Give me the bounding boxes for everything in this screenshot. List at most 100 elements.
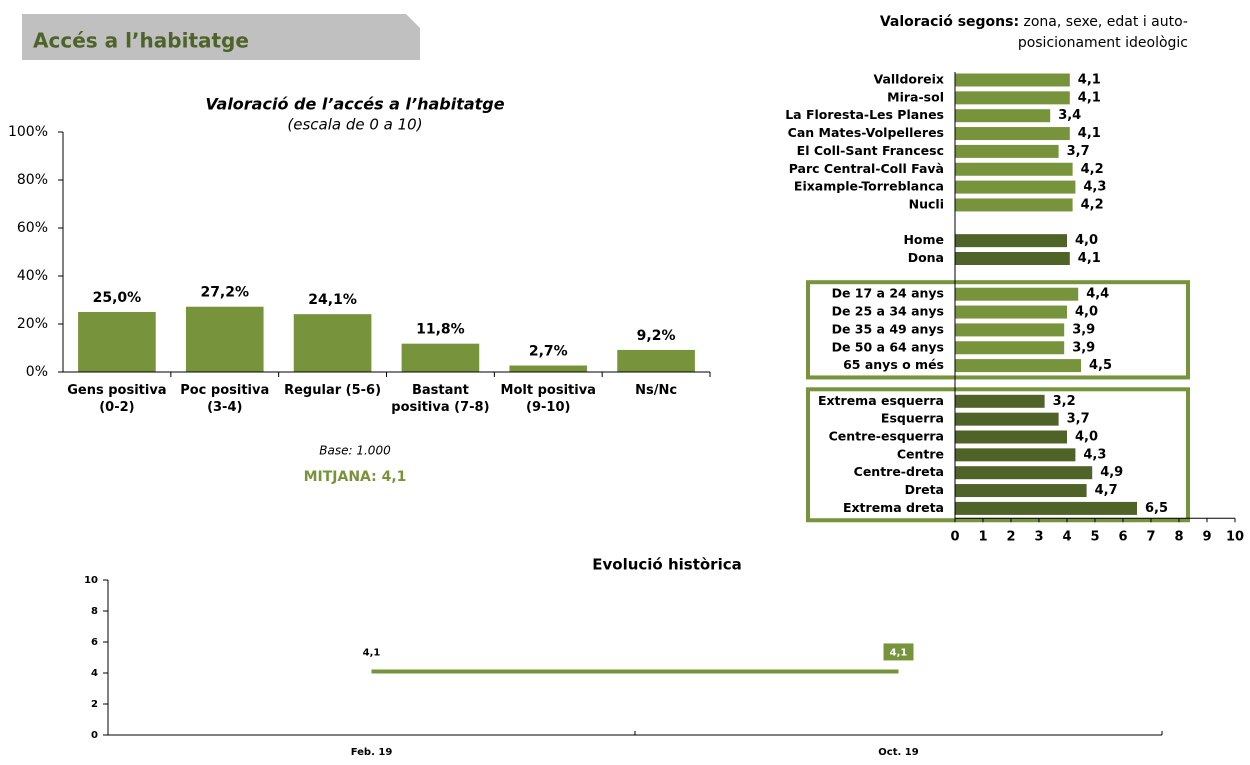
value-label: 3,4 — [1058, 108, 1081, 123]
x-tick-label: 7 — [1146, 530, 1155, 545]
chart-title: Evolució històrica — [592, 556, 742, 574]
value-label: 4,2 — [1081, 162, 1104, 177]
category-label: El Coll-Sant Francesc — [797, 143, 944, 158]
subtitle: zona, sexe, edat i auto-posicionament id… — [1017, 14, 1188, 51]
bar — [955, 162, 1073, 176]
x-tick-label: 4 — [1062, 530, 1071, 545]
bar — [955, 180, 1076, 194]
value-label-box — [883, 643, 914, 661]
x-tick-label: Ns/Nc — [635, 383, 678, 398]
note: MITJANA: 4,1 — [304, 469, 407, 485]
group-frame — [806, 387, 1190, 523]
value-label: 3,2 — [1053, 394, 1076, 409]
bar — [955, 144, 1059, 158]
y-tick-label: 40% — [17, 268, 48, 284]
title: Valoració segons: — [879, 14, 1020, 30]
x-tick-label: 3 — [1034, 530, 1043, 545]
value-label: 4,3 — [1083, 447, 1106, 462]
value-label: 4,1 — [1078, 126, 1101, 141]
value-label: 2,7% — [529, 344, 568, 360]
x-tick-label: 8 — [1174, 530, 1183, 545]
right-chart-title: Valoració segons: zona, sexe, edat i aut… — [788, 12, 1188, 54]
category-label: Esquerra — [881, 411, 944, 426]
category-label: Dona — [908, 250, 944, 265]
value-label: 27,2% — [200, 285, 249, 301]
y-tick-label: 2 — [91, 699, 98, 710]
value-label: 4,1 — [1078, 73, 1101, 88]
x-tick-label: Molt positiva (9-10) — [500, 383, 596, 415]
value-label: 3,9 — [1072, 322, 1095, 337]
value-label: 11,8% — [416, 322, 465, 338]
y-tick-label: 0% — [26, 364, 48, 380]
x-tick-label: 10 — [1226, 530, 1244, 545]
category-label: Extrema dreta — [843, 500, 944, 515]
bar — [78, 312, 156, 372]
value-label: 4,1 — [1078, 251, 1101, 266]
bar — [293, 314, 372, 372]
value-label: 4,1 — [890, 647, 908, 658]
bar — [185, 306, 264, 372]
category-label: Can Mates-Volpelleres — [788, 125, 944, 140]
value-label: 3,7 — [1067, 412, 1090, 427]
bar — [401, 343, 480, 372]
y-tick-label: 4 — [91, 668, 98, 679]
x-tick-label: Gens positiva (0-2) — [67, 383, 167, 415]
bar — [955, 484, 1087, 498]
value-label: 9,2% — [637, 328, 676, 344]
x-tick-label: Bastant positiva (7-8) — [391, 383, 490, 415]
bar — [955, 448, 1076, 462]
x-tick-label: 5 — [1090, 530, 1099, 545]
bar — [955, 359, 1081, 373]
value-label: 4,1 — [363, 647, 381, 658]
group-frame — [806, 280, 1190, 380]
category-label: La Floresta-Les Planes — [785, 107, 944, 122]
value-label: 4,3 — [1083, 180, 1106, 195]
category-label: Home — [903, 232, 944, 247]
value-label: 3,7 — [1067, 144, 1090, 159]
category-label: Valldoreix — [873, 72, 944, 87]
bar — [955, 198, 1073, 212]
category-label: Mira-sol — [887, 89, 944, 104]
category-label: De 50 a 64 anys — [832, 339, 944, 354]
bar — [955, 466, 1093, 480]
bar — [955, 109, 1051, 123]
note: Base: 1.000 — [319, 444, 391, 458]
value-label: 4,2 — [1081, 197, 1104, 212]
value-label: 4,7 — [1095, 483, 1118, 498]
value-label: 4,5 — [1089, 358, 1112, 373]
x-tick-label: Feb. 19 — [351, 747, 393, 758]
category-label: Eixample-Torreblanca — [794, 179, 944, 194]
category-label: Dreta — [905, 482, 944, 497]
x-tick-label: Regular (5-6) — [284, 383, 382, 398]
category-label: Extrema esquerra — [818, 393, 944, 408]
value-label: 4,0 — [1075, 430, 1098, 445]
category-label: Parc Central-Coll Favà — [789, 161, 944, 176]
value-label: 4,0 — [1075, 305, 1098, 320]
x-tick-label: 0 — [950, 530, 959, 545]
bar — [955, 501, 1137, 515]
bar — [955, 91, 1070, 105]
category-label: Centre-esquerra — [829, 429, 944, 444]
category-label: Nucli — [909, 196, 944, 211]
y-tick-label: 80% — [17, 172, 48, 188]
bar — [617, 349, 695, 372]
category-label: Centre-dreta — [854, 464, 944, 479]
y-tick-label: 20% — [17, 316, 48, 332]
y-tick-label: 0 — [91, 730, 98, 741]
bar — [955, 287, 1079, 301]
header-banner — [22, 14, 420, 60]
y-tick-label: 100% — [8, 124, 48, 140]
value-label: 25,0% — [93, 290, 142, 306]
bar — [955, 323, 1065, 337]
bar — [955, 341, 1065, 355]
x-tick-label: Oct. 19 — [878, 747, 918, 758]
chart-title: Valoració de l’accés a l’habitatge — [205, 95, 504, 114]
bar — [955, 430, 1067, 444]
value-label: 4,4 — [1086, 287, 1109, 302]
bar — [955, 252, 1070, 265]
bar — [955, 234, 1067, 248]
category-label: De 25 a 34 anys — [832, 304, 944, 319]
bar — [955, 127, 1070, 141]
